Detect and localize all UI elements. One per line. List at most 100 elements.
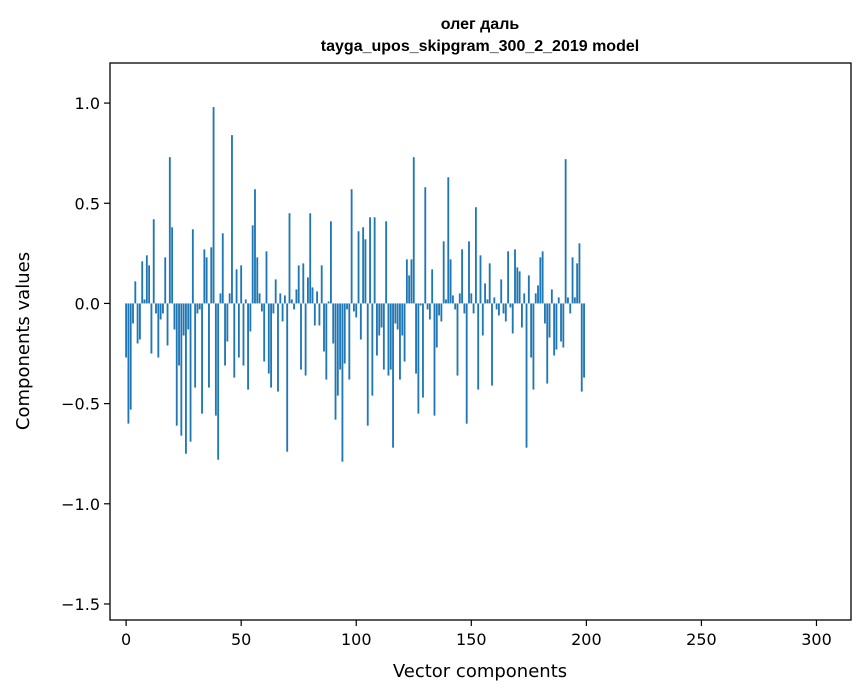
bar-24 <box>180 303 183 436</box>
x-axis-label: Vector components <box>393 661 567 682</box>
bar-132 <box>428 303 431 320</box>
bar-138 <box>442 241 445 304</box>
bar-83 <box>316 291 319 304</box>
bars-group <box>125 107 585 462</box>
bar-175 <box>527 275 530 304</box>
bar-191 <box>564 159 567 304</box>
bar-21 <box>173 303 176 330</box>
bar-3 <box>132 303 134 324</box>
bar-22 <box>175 303 178 426</box>
bar-88 <box>327 301 330 304</box>
bar-10 <box>148 265 151 304</box>
bar-148 <box>465 303 468 424</box>
bar-65 <box>274 279 277 304</box>
bar-59 <box>260 303 263 312</box>
bar-93 <box>339 303 342 370</box>
bar-116 <box>392 303 394 448</box>
bar-46 <box>231 135 233 304</box>
bar-15 <box>159 303 162 320</box>
bar-90 <box>332 303 335 344</box>
bar-13 <box>155 303 157 314</box>
bar-126 <box>415 303 417 374</box>
bar-169 <box>514 249 516 304</box>
bar-33 <box>201 303 203 414</box>
bar-74 <box>295 289 298 304</box>
bar-39 <box>214 303 217 416</box>
bar-115 <box>389 303 392 370</box>
bar-63 <box>270 303 273 388</box>
bar-70 <box>286 303 289 452</box>
bar-196 <box>576 263 579 304</box>
bar-4 <box>134 281 137 304</box>
bar-100 <box>355 303 358 318</box>
bar-58 <box>258 293 261 304</box>
bar-50 <box>240 265 243 304</box>
bar-89 <box>330 221 332 304</box>
bar-172 <box>521 303 523 328</box>
bar-134 <box>433 303 436 416</box>
bar-143 <box>454 303 457 310</box>
bar-197 <box>578 243 581 304</box>
bar-110 <box>378 303 381 336</box>
bar-54 <box>249 303 252 332</box>
bar-48 <box>235 269 238 304</box>
bar-194 <box>571 257 574 304</box>
bar-38 <box>212 107 215 304</box>
bar-43 <box>224 303 226 366</box>
bar-73 <box>293 303 296 310</box>
bar-16 <box>162 303 164 314</box>
bar-56 <box>254 189 256 304</box>
bar-108 <box>373 217 376 304</box>
bar-64 <box>272 303 275 314</box>
bar-53 <box>247 303 249 390</box>
bar-131 <box>426 303 429 310</box>
bar-190 <box>562 303 565 348</box>
bar-47 <box>233 303 236 378</box>
bar-94 <box>341 303 344 462</box>
bar-26 <box>185 303 187 454</box>
bar-66 <box>277 303 279 392</box>
bar-133 <box>431 269 434 304</box>
bar-9 <box>145 255 148 304</box>
bar-124 <box>410 259 413 304</box>
x-tick-label: 50 <box>231 630 251 649</box>
bar-119 <box>399 303 401 380</box>
bar-142 <box>451 295 454 304</box>
bar-18 <box>166 303 169 346</box>
bar-147 <box>463 303 466 314</box>
bar-193 <box>569 303 572 314</box>
y-tick-label: 0.5 <box>75 194 100 213</box>
bar-105 <box>366 303 369 426</box>
bar-77 <box>302 263 305 304</box>
bar-86 <box>323 303 325 352</box>
x-tick-label: 250 <box>686 630 717 649</box>
bar-171 <box>518 271 521 304</box>
bar-177 <box>532 303 535 390</box>
bar-163 <box>500 279 503 304</box>
bar-101 <box>357 231 360 304</box>
bar-107 <box>371 303 374 396</box>
bar-85 <box>320 265 323 304</box>
bar-57 <box>256 257 259 304</box>
bar-111 <box>380 303 383 328</box>
bar-25 <box>182 303 185 336</box>
bar-92 <box>336 303 339 396</box>
bar-97 <box>348 303 351 380</box>
bar-184 <box>548 303 551 338</box>
bar-79 <box>306 277 309 304</box>
bar-128 <box>419 303 422 306</box>
bar-31 <box>196 303 199 314</box>
y-axis-ticks: 1.0 0.5 0.0 −0.5 −1.0 −1.5 <box>61 94 110 614</box>
bar-0 <box>125 303 128 358</box>
bar-165 <box>504 303 507 322</box>
bar-176 <box>530 303 533 358</box>
bar-179 <box>537 285 539 304</box>
bar-141 <box>449 259 452 304</box>
bar-144 <box>456 303 459 376</box>
bar-178 <box>534 293 537 304</box>
bar-95 <box>343 303 346 364</box>
x-axis-ticks: 0 50 100 150 200 250 300 <box>121 620 832 649</box>
bar-81 <box>311 287 314 304</box>
bar-153 <box>477 303 480 390</box>
